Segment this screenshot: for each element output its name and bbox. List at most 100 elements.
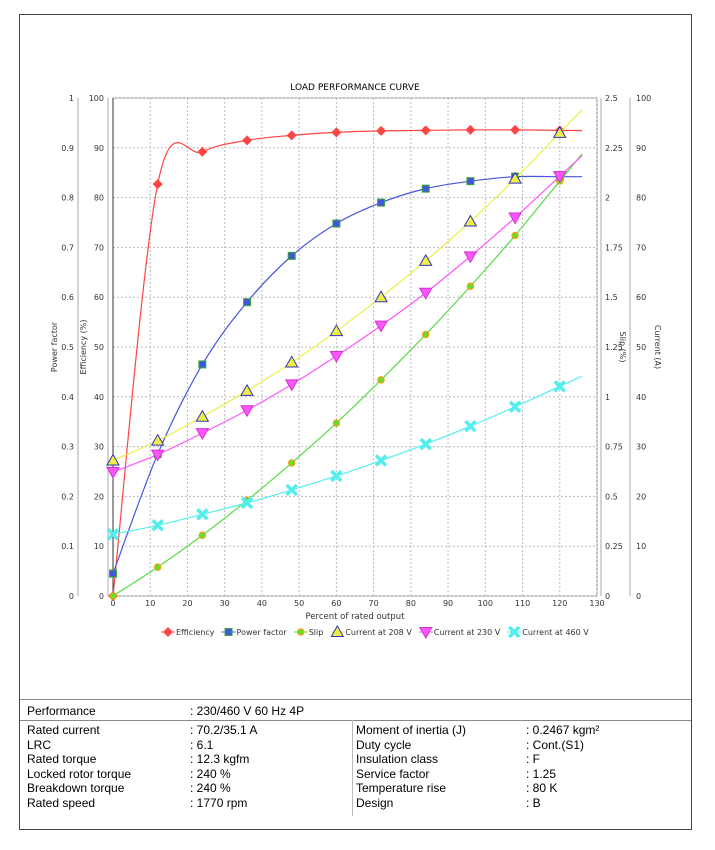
legend-entry: Current at 230 V — [434, 628, 501, 637]
current-tick-label: 40 — [636, 393, 646, 402]
right-spec-label: Service factor — [356, 766, 430, 781]
current-tick-label: 100 — [636, 94, 651, 103]
slip-tick-label: 0.75 — [605, 443, 623, 452]
current-tick-label: 0 — [636, 592, 641, 601]
data-point-x — [374, 454, 388, 467]
data-point-triangle-up — [284, 355, 299, 368]
right-spec-label: Insulation class — [356, 752, 439, 767]
data-point-x — [285, 483, 298, 497]
data-point-triangle-up — [463, 214, 478, 227]
right-spec-value: : 1.25 — [526, 766, 557, 781]
data-point-circle — [466, 282, 475, 290]
right-spec-value: : 0.2467 kgm² — [526, 723, 600, 737]
data-point-triangle-up — [552, 125, 567, 138]
data-point-diamond — [420, 125, 431, 136]
slip-tick-label: 0.25 — [605, 542, 623, 551]
x-tick-label: 80 — [406, 599, 416, 608]
legend-marker-triangle-down — [418, 627, 433, 640]
power_factor-tick-label: 0.1 — [61, 542, 74, 551]
right-spec-label: Temperature rise — [356, 781, 447, 796]
current-tick-label: 70 — [636, 243, 646, 252]
right-spec-label: Duty cycle — [356, 737, 412, 752]
data-point-triangle-up — [106, 453, 120, 466]
left-spec-label: Locked rotor torque — [27, 766, 132, 781]
data-point-x — [151, 519, 164, 532]
current-tick-label: 10 — [636, 542, 646, 551]
data-point-x — [419, 437, 432, 451]
x-tick-label: 40 — [257, 599, 267, 608]
current-tick-label: 50 — [636, 343, 646, 352]
data-point-square — [198, 360, 207, 369]
slip-tick-label: 0.5 — [605, 492, 618, 501]
data-point-circle — [288, 459, 296, 467]
data-point-square — [109, 569, 117, 578]
x-tick-label: 0 — [110, 599, 115, 608]
left-spec-value: : 1770 rpm — [190, 796, 248, 810]
left-spec-value: : 240 % — [190, 781, 231, 796]
right-spec-value: : Cont.(S1) — [526, 737, 585, 752]
legend-entry: Efficiency — [176, 628, 215, 637]
data-point-circle — [332, 419, 341, 427]
legend-entry: Slip — [309, 628, 324, 637]
data-point-diamond — [510, 124, 521, 135]
legend-entry: Power factor — [237, 628, 288, 637]
chart-title: LOAD PERFORMANCE CURVE — [290, 83, 420, 93]
data-point-diamond — [465, 124, 476, 135]
efficiency-tick-label: 70 — [94, 243, 104, 252]
data-point-x — [196, 508, 209, 521]
left-spec-value: : 70.2/35.1 A — [190, 723, 258, 737]
left-spec-label: Rated current — [27, 723, 100, 737]
data-point-square — [287, 251, 296, 260]
data-point-triangle-up — [329, 324, 344, 337]
power_factor-tick-label: 0.9 — [61, 144, 74, 153]
data-point-triangle-down — [240, 405, 254, 418]
current-axis-title: Current (A) — [653, 325, 662, 369]
efficiency-axis-title: Efficiency (%) — [79, 320, 88, 375]
x-axis-title: Percent of rated output — [306, 612, 406, 622]
power_factor-axis-title: Power factor — [50, 321, 59, 372]
data-point-diamond — [197, 146, 208, 157]
data-point-triangle-down — [150, 449, 165, 462]
power_factor-tick-label: 0.4 — [61, 393, 74, 402]
data-point-diamond — [376, 125, 387, 136]
x-tick-label: 50 — [294, 599, 304, 608]
data-point-x — [553, 380, 567, 393]
x-tick-label: 70 — [369, 599, 379, 608]
efficiency-tick-label: 10 — [94, 542, 104, 551]
left-spec-value: : 6.1 — [190, 737, 214, 752]
data-point-diamond — [331, 127, 342, 138]
legend-marker-square — [224, 628, 233, 636]
x-tick-label: 60 — [331, 599, 341, 608]
data-point-triangle-up — [374, 290, 388, 303]
efficiency-tick-label: 60 — [94, 293, 104, 302]
efficiency-tick-label: 80 — [94, 194, 104, 203]
data-point-circle — [198, 531, 207, 539]
efficiency-tick-label: 20 — [94, 492, 104, 501]
data-point-x — [464, 419, 477, 433]
data-point-triangle-up — [418, 253, 433, 266]
legend-entry: Current at 460 V — [522, 628, 589, 637]
data-point-triangle-down — [329, 350, 344, 363]
efficiency-tick-label: 100 — [89, 94, 104, 103]
data-point-triangle-down — [284, 379, 299, 392]
data-point-triangle-up — [508, 171, 522, 184]
current-tick-label: 80 — [636, 194, 646, 203]
legend-marker-circle — [297, 628, 305, 636]
left-spec-label: Rated speed — [27, 796, 96, 810]
data-point-triangle-up — [240, 383, 254, 396]
slip-tick-label: 2.25 — [605, 144, 623, 153]
right-spec-label: Design — [356, 796, 394, 810]
data-point-square — [377, 198, 386, 207]
data-point-triangle-down — [195, 428, 210, 441]
x-tick-label: 10 — [145, 599, 155, 608]
data-point-circle — [109, 592, 117, 600]
data-point-square — [466, 177, 475, 186]
performance-value: : 230/460 V 60 Hz 4P — [190, 704, 305, 718]
data-point-triangle-down — [552, 171, 567, 184]
power_factor-tick-label: 0.2 — [61, 492, 74, 501]
efficiency-tick-label: 0 — [99, 592, 104, 601]
data-point-triangle-down — [508, 212, 522, 225]
current-tick-label: 30 — [636, 443, 646, 452]
slip-tick-label: 2 — [605, 194, 610, 203]
